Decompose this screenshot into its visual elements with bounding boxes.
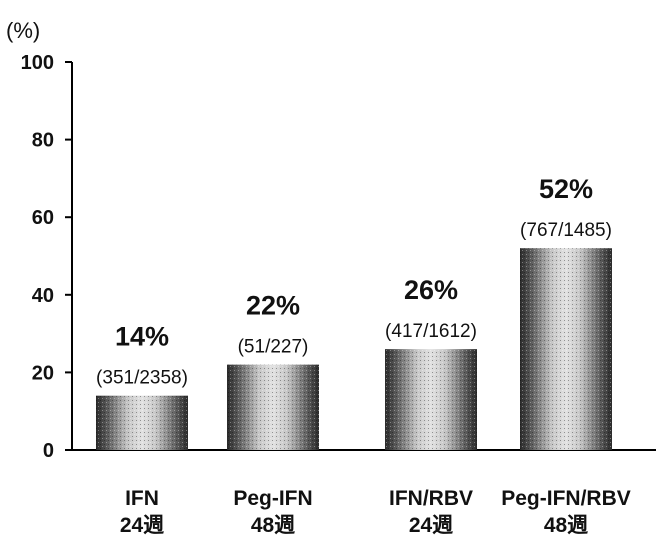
bar-value-label: 26% [404, 275, 458, 305]
bar-texture [227, 364, 319, 450]
x-category-label: Peg-IFN [233, 487, 312, 510]
x-category-sublabel: 24週 [120, 514, 164, 537]
y-axis-unit: (%) [6, 18, 40, 43]
bar-count-label: (767/1485) [520, 220, 612, 241]
x-category-sublabel: 48週 [544, 514, 588, 537]
x-category-label: IFN [125, 487, 159, 510]
x-category-label: IFN/RBV [389, 487, 473, 510]
bar-texture [96, 395, 188, 450]
y-tick-label: 60 [32, 207, 54, 229]
bar-count-label: (51/227) [238, 337, 309, 358]
y-tick-label: 40 [32, 285, 54, 307]
y-tick-label: 0 [43, 440, 54, 462]
x-category-sublabel: 24週 [409, 514, 453, 537]
x-category-sublabel: 48週 [251, 514, 295, 537]
bar-value-label: 14% [115, 322, 169, 352]
bar-value-label: 22% [246, 291, 300, 321]
bar-count-label: (351/2358) [96, 368, 188, 389]
bar-value-label: 52% [539, 174, 593, 204]
y-tick-label: 80 [32, 130, 54, 152]
bar-texture [520, 248, 612, 450]
y-tick-label: 100 [21, 52, 54, 74]
bar-texture [385, 349, 477, 450]
bar-count-label: (417/1612) [385, 321, 477, 342]
y-tick-label: 20 [32, 362, 54, 384]
x-category-label: Peg-IFN/RBV [501, 487, 631, 510]
